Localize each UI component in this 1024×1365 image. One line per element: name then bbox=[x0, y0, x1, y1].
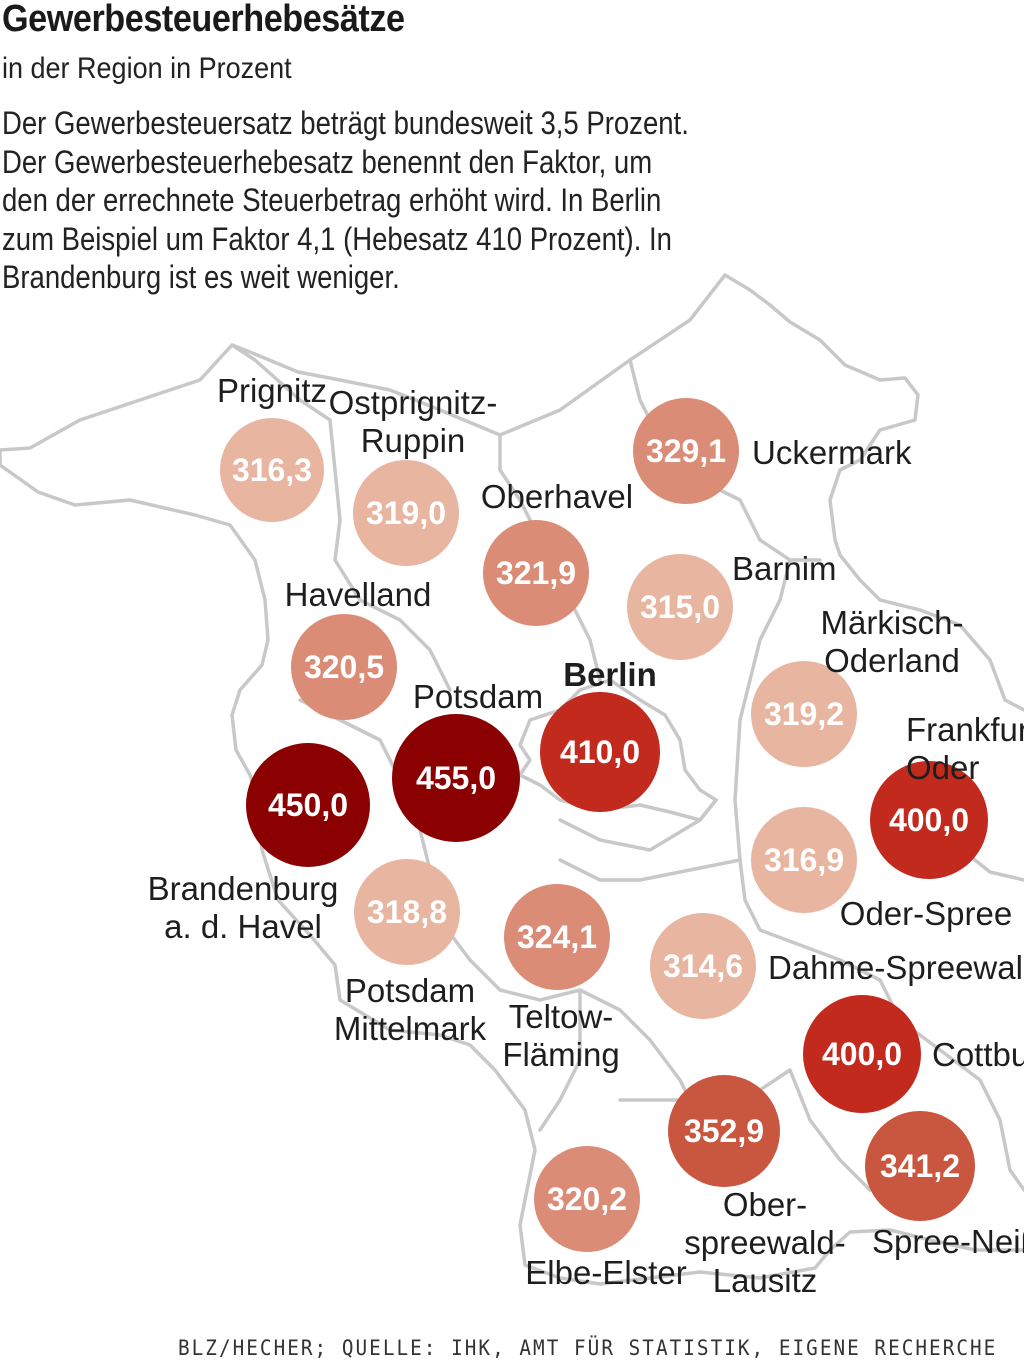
region-label: Havelland bbox=[285, 576, 432, 613]
region-label: Berlin bbox=[563, 656, 657, 693]
rate-circle bbox=[392, 714, 520, 842]
region-havelland: 320,5 Havelland bbox=[285, 576, 432, 720]
region-dahme-spreewald: 314,6 Dahme-Spreewald bbox=[650, 913, 1024, 1019]
region-label: Ober- bbox=[723, 1186, 807, 1223]
region-cottbus: 400,0 Cottbus bbox=[803, 995, 1024, 1113]
region-label: Brandenburg bbox=[148, 870, 339, 907]
map-subtitle: in der Region in Prozent bbox=[2, 52, 292, 85]
regions-layer: 316,3 Prignitz 319,0 Ostprignitz-Ruppin 321,… bbox=[148, 372, 1024, 1299]
region-label: Ostprignitz- bbox=[329, 384, 498, 421]
region-uckermark: 329,1 Uckermark bbox=[633, 398, 912, 504]
region-frankfurt-oder: 400,0 FrankfurtOder bbox=[870, 711, 1024, 879]
berlin-border bbox=[518, 678, 718, 822]
rate-value: 319,0 bbox=[366, 495, 446, 531]
description-line: Brandenburg ist es weit weniger. bbox=[2, 259, 400, 295]
region-label: Oberhavel bbox=[481, 478, 633, 515]
rate-value: 400,0 bbox=[822, 1036, 902, 1072]
rate-circle bbox=[353, 460, 459, 566]
description-line: zum Beispiel um Faktor 4,1 (Hebesatz 410… bbox=[2, 220, 672, 257]
rate-circle bbox=[540, 692, 660, 812]
rate-value: 410,0 bbox=[560, 734, 640, 770]
region-label: Lausitz bbox=[713, 1262, 818, 1299]
region-oder-spree: 316,9 Oder-Spree bbox=[751, 807, 1012, 932]
region-label: Oderland bbox=[824, 642, 960, 679]
rate-circle bbox=[220, 418, 324, 522]
region-maerkisch-oderland: 319,2 Märkisch-Oderland bbox=[751, 604, 964, 767]
region-label: Dahme-Spreewald bbox=[768, 949, 1024, 986]
rate-circle bbox=[865, 1111, 975, 1221]
rate-value: 320,5 bbox=[304, 649, 384, 685]
region-label: Oder-Spree bbox=[840, 895, 1012, 932]
region-oberhavel: 321,9 Oberhavel bbox=[481, 478, 633, 626]
rate-circle bbox=[751, 661, 857, 767]
rate-value: 318,8 bbox=[367, 894, 447, 930]
region-potsdam: 455,0 Potsdam bbox=[392, 678, 543, 842]
description-line: Der Gewerbesteuersatz beträgt bundesweit… bbox=[2, 105, 689, 141]
rate-circle bbox=[246, 743, 370, 867]
region-barnim: 315,0 Barnim bbox=[627, 550, 837, 660]
rate-circle bbox=[803, 995, 921, 1113]
rate-value: 320,2 bbox=[547, 1181, 627, 1217]
rate-value: 324,1 bbox=[517, 919, 597, 955]
rate-circle bbox=[534, 1146, 640, 1252]
region-teltow-flaeming: 324,1 Teltow-Fläming bbox=[502, 884, 620, 1073]
rate-circle bbox=[633, 398, 739, 504]
region-label: Spree-Neiße bbox=[872, 1223, 1024, 1260]
rate-value: 314,6 bbox=[663, 948, 743, 984]
rate-circle bbox=[650, 913, 756, 1019]
rate-circle bbox=[751, 807, 857, 913]
region-elbe-elster: 320,2 Elbe-Elster bbox=[525, 1146, 687, 1291]
rate-value: 341,2 bbox=[880, 1148, 960, 1184]
region-berlin: 410,0 Berlin bbox=[540, 656, 660, 812]
region-label: Elbe-Elster bbox=[525, 1254, 686, 1291]
description-line: Der Gewerbesteuerhebesatz benennt den Fa… bbox=[2, 143, 653, 180]
region-label: Prignitz bbox=[217, 372, 327, 409]
region-oberspreewald-lausitz: 352,9 Ober-spreewald-Lausitz bbox=[668, 1075, 846, 1299]
rate-value: 315,0 bbox=[640, 589, 720, 625]
rate-circle bbox=[354, 859, 460, 965]
rate-value: 316,3 bbox=[232, 452, 312, 488]
region-label: Ruppin bbox=[361, 422, 466, 459]
rate-value: 316,9 bbox=[764, 842, 844, 878]
region-label: Teltow- bbox=[509, 998, 614, 1035]
region-label: Cottbus bbox=[932, 1036, 1024, 1073]
region-label: spreewald- bbox=[684, 1224, 845, 1261]
rate-circle bbox=[668, 1075, 780, 1187]
rate-circle bbox=[483, 520, 589, 626]
rate-value: 352,9 bbox=[684, 1113, 764, 1149]
region-label: Mittelmark bbox=[334, 1010, 487, 1047]
rate-value: 321,9 bbox=[496, 555, 576, 591]
source-credit: BLZ/HECHER; QUELLE: IHK, AMT FÜR STATIST… bbox=[178, 1336, 998, 1360]
region-label: Potsdam bbox=[345, 972, 475, 1009]
region-label: Uckermark bbox=[752, 434, 912, 471]
rate-circle bbox=[504, 884, 610, 990]
rate-value: 329,1 bbox=[646, 433, 726, 469]
region-label: a. d. Havel bbox=[164, 908, 322, 945]
region-label: Potsdam bbox=[413, 678, 543, 715]
rate-circle bbox=[627, 554, 733, 660]
region-spree-neisse: 341,2 Spree-Neiße bbox=[865, 1111, 1024, 1260]
rate-value: 319,2 bbox=[764, 696, 844, 732]
description-line: den der errechnete Steuerbetrag erhöht w… bbox=[2, 182, 662, 218]
rate-value: 450,0 bbox=[268, 787, 348, 823]
region-label: Barnim bbox=[732, 550, 837, 587]
rate-circle bbox=[291, 614, 397, 720]
rate-value: 455,0 bbox=[416, 760, 496, 796]
region-label: Frankfurt bbox=[906, 711, 1024, 748]
rate-value: 400,0 bbox=[889, 802, 969, 838]
rate-circle bbox=[870, 761, 988, 879]
region-ostprignitz-ruppin: 319,0 Ostprignitz-Ruppin bbox=[329, 384, 498, 566]
map-title: Gewerbesteuerhebesätze bbox=[2, 0, 405, 40]
region-label: Märkisch- bbox=[820, 604, 963, 641]
region-label: Fläming bbox=[502, 1036, 619, 1073]
region-label: Oder bbox=[906, 749, 979, 786]
region-prignitz: 316,3 Prignitz bbox=[217, 372, 327, 522]
map-description: Der Gewerbesteuersatz beträgt bundesweit… bbox=[2, 104, 776, 297]
